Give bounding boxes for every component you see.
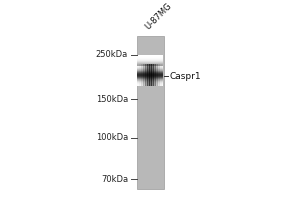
Bar [157, 64, 158, 86]
Text: 150kDa: 150kDa [96, 95, 128, 104]
Bar [137, 72, 163, 73]
Bar [137, 85, 163, 86]
Bar [137, 81, 163, 82]
Bar [137, 61, 163, 62]
Bar [136, 36, 164, 189]
Bar [160, 64, 161, 86]
Bar [156, 64, 157, 86]
Bar [137, 84, 163, 85]
Bar [151, 64, 152, 86]
Text: 100kDa: 100kDa [96, 133, 128, 142]
Bar [140, 64, 141, 86]
Bar [137, 75, 163, 76]
Bar [137, 73, 163, 74]
Bar [137, 61, 163, 62]
Bar [137, 72, 163, 73]
Bar [137, 65, 163, 66]
Bar [137, 56, 163, 57]
Bar [137, 66, 163, 67]
Bar [137, 69, 163, 70]
Bar [137, 64, 163, 65]
Bar [137, 71, 163, 72]
Bar [149, 64, 150, 86]
Bar [143, 64, 144, 86]
Bar [142, 64, 143, 86]
Bar [137, 56, 163, 57]
Bar [137, 78, 163, 79]
Bar [137, 62, 163, 63]
Bar [154, 64, 155, 86]
Bar [162, 64, 163, 86]
Bar [137, 77, 163, 78]
Bar [160, 64, 161, 86]
Bar [150, 64, 151, 86]
Bar [155, 64, 156, 86]
Bar [143, 64, 144, 86]
Bar [137, 65, 163, 66]
Bar [137, 55, 163, 56]
Bar [137, 67, 163, 68]
Bar [137, 60, 163, 61]
Bar [137, 74, 163, 75]
Text: 70kDa: 70kDa [101, 175, 128, 184]
Bar [137, 60, 163, 61]
Bar [137, 64, 138, 86]
Bar [137, 80, 163, 81]
Bar [137, 64, 163, 65]
Bar [137, 76, 163, 77]
Bar [163, 64, 164, 86]
Bar [137, 70, 163, 71]
Text: U-87MG: U-87MG [144, 1, 174, 31]
Bar [158, 64, 159, 86]
Bar [137, 81, 163, 82]
Bar [137, 79, 163, 80]
Bar [149, 64, 150, 86]
Bar [151, 64, 152, 86]
Bar [137, 82, 163, 83]
Bar [137, 63, 163, 64]
Bar [161, 64, 162, 86]
Bar [139, 64, 140, 86]
Bar [137, 71, 163, 72]
Bar [137, 82, 163, 83]
Bar [137, 58, 163, 59]
Bar [153, 64, 154, 86]
Bar [148, 64, 149, 86]
Bar [137, 76, 163, 77]
Bar [137, 70, 163, 71]
Bar [147, 64, 148, 86]
Bar [141, 64, 142, 86]
Bar [137, 57, 163, 58]
Bar [137, 59, 163, 60]
Bar [146, 64, 147, 86]
Bar [153, 64, 154, 86]
Bar [154, 64, 156, 86]
Bar [147, 64, 148, 86]
Bar [137, 68, 163, 69]
Bar [157, 64, 158, 86]
Text: 250kDa: 250kDa [96, 50, 128, 59]
Text: Caspr1: Caspr1 [169, 72, 201, 81]
Bar [137, 65, 163, 66]
Bar [141, 64, 142, 86]
Bar [152, 64, 153, 86]
Bar [137, 75, 163, 76]
Bar [137, 85, 163, 86]
Bar [137, 83, 163, 84]
Bar [137, 77, 163, 78]
Bar [144, 64, 145, 86]
Bar [145, 64, 146, 86]
Bar [159, 64, 160, 86]
Bar [138, 64, 139, 86]
Bar [159, 64, 160, 86]
Bar [137, 80, 163, 81]
Bar [137, 66, 163, 67]
Bar [137, 64, 138, 86]
Bar [137, 65, 163, 66]
